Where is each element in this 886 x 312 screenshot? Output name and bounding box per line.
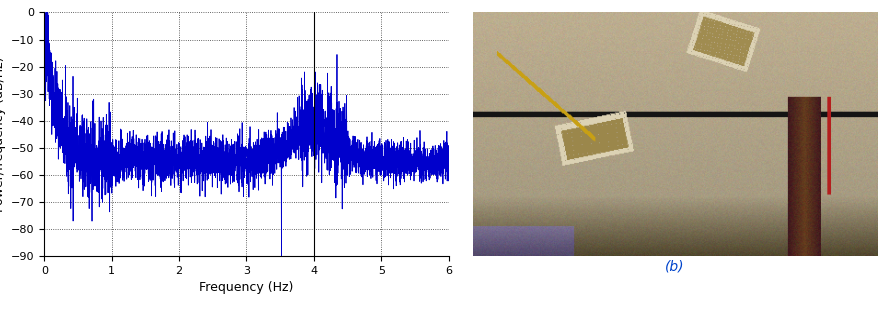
Y-axis label: Power/frequency (dB/Hz): Power/frequency (dB/Hz) bbox=[0, 56, 5, 212]
Text: (b): (b) bbox=[665, 260, 685, 273]
X-axis label: Frequency (Hz): Frequency (Hz) bbox=[199, 281, 293, 294]
